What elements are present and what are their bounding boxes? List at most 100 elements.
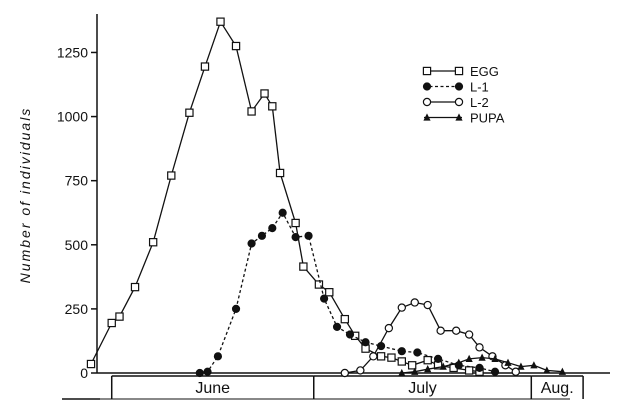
- data-point: [397, 347, 406, 356]
- data-point: [423, 113, 431, 121]
- data-point: [475, 343, 484, 352]
- data-point: [411, 367, 419, 375]
- data-point: [511, 367, 520, 376]
- data-point: [278, 208, 287, 217]
- data-point: [455, 113, 463, 121]
- data-point: [422, 66, 432, 76]
- legend-item: PUPA: [423, 111, 505, 126]
- legend-item: EGG: [422, 64, 499, 79]
- data-point: [384, 323, 394, 333]
- data-point: [424, 365, 432, 373]
- data-point: [167, 171, 176, 180]
- data-point: [422, 97, 432, 107]
- data-point: [107, 318, 116, 328]
- series-line: [90, 20, 480, 373]
- data-point: [231, 304, 241, 313]
- x-axis: June July Aug.: [62, 372, 610, 400]
- data-point: [410, 298, 419, 307]
- data-point: [148, 238, 158, 247]
- data-point: [291, 218, 300, 228]
- data-point: [231, 41, 241, 51]
- data-point: [130, 282, 140, 292]
- month-bands: June July Aug.: [62, 375, 584, 400]
- data-point: [407, 361, 417, 370]
- series-layer: [86, 17, 566, 378]
- data-point: [299, 262, 308, 271]
- data-point: [213, 352, 223, 361]
- data-point: [115, 312, 124, 321]
- month-label: Aug.: [541, 380, 574, 397]
- data-point: [387, 353, 396, 362]
- legend-label: L-1: [470, 80, 489, 95]
- data-point: [195, 368, 204, 378]
- data-point: [200, 62, 210, 71]
- series-l-1: [195, 208, 500, 378]
- data-point: [361, 338, 370, 347]
- data-point: [413, 348, 422, 357]
- y-axis-label: Number of individuals: [17, 107, 33, 284]
- data-point: [543, 366, 551, 374]
- data-point: [475, 363, 484, 372]
- data-point: [247, 107, 256, 116]
- data-point: [260, 89, 269, 98]
- data-point: [345, 330, 355, 339]
- y-tick-label: 500: [65, 237, 89, 253]
- data-point: [464, 366, 474, 375]
- series-egg: [86, 17, 484, 376]
- data-point: [455, 358, 463, 366]
- legend-label: PUPA: [470, 111, 505, 126]
- data-point: [530, 361, 538, 369]
- data-point: [257, 231, 267, 240]
- data-point: [268, 102, 277, 111]
- data-point: [369, 352, 378, 361]
- data-point: [558, 367, 566, 375]
- data-point: [376, 352, 386, 361]
- legend-label: EGG: [470, 64, 499, 79]
- data-point: [398, 368, 406, 377]
- data-point: [340, 368, 350, 378]
- data-point: [332, 322, 342, 331]
- y-axis: 0 250 500 750 1000 1250 Number of individuals: [17, 14, 98, 381]
- series-l-2: [340, 298, 520, 378]
- data-point: [464, 330, 474, 339]
- data-point: [422, 82, 432, 91]
- data-point: [86, 359, 96, 369]
- data-point: [423, 300, 432, 310]
- legend-item: L-1: [422, 80, 489, 95]
- y-ticks: 0 250 500 750 1000 1250: [57, 44, 97, 381]
- data-point: [454, 97, 464, 107]
- month-label: July: [408, 380, 436, 397]
- data-point: [320, 294, 329, 303]
- data-point: [439, 362, 447, 370]
- data-point: [436, 326, 445, 335]
- data-point: [291, 232, 300, 242]
- data-point: [504, 358, 512, 366]
- y-tick-label: 1250: [57, 44, 88, 60]
- data-point: [490, 367, 500, 376]
- series-pupa: [398, 353, 566, 377]
- data-point: [397, 357, 407, 366]
- data-point: [340, 314, 350, 324]
- data-point: [397, 303, 406, 312]
- y-tick-label: 250: [65, 301, 89, 317]
- legend-label: L-2: [470, 95, 489, 110]
- data-point: [433, 354, 443, 363]
- data-point: [325, 288, 334, 297]
- data-point: [247, 239, 256, 248]
- data-point: [423, 355, 432, 365]
- series-line: [199, 211, 496, 374]
- data-point: [203, 367, 212, 376]
- data-point: [268, 224, 277, 233]
- y-tick-label: 0: [80, 365, 88, 381]
- data-point: [216, 17, 225, 26]
- data-point: [356, 366, 365, 375]
- data-point: [454, 82, 464, 91]
- y-tick-label: 1000: [57, 109, 88, 125]
- data-point: [185, 108, 194, 117]
- data-point: [517, 362, 525, 370]
- data-point: [491, 354, 499, 362]
- y-tick-label: 750: [65, 173, 89, 189]
- month-label: June: [195, 380, 230, 397]
